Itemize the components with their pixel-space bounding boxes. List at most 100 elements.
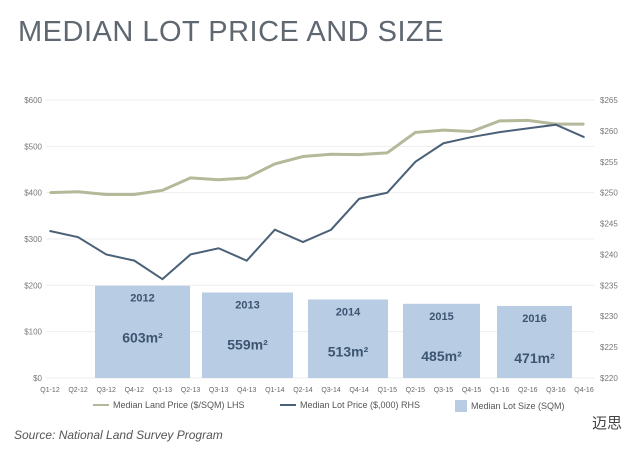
x-tick-label: Q4-12 <box>125 387 145 394</box>
data-point <box>330 228 332 231</box>
data-point <box>358 153 360 156</box>
data-point <box>77 236 79 238</box>
data-point <box>105 193 108 196</box>
data-point <box>274 163 276 165</box>
legend-label: Median Lot Price ($,000) RHS <box>300 400 421 410</box>
bar-year-label: 2012 <box>130 293 154 305</box>
data-point <box>555 123 557 126</box>
data-point <box>498 120 501 122</box>
left-tick-label: $300 <box>24 235 42 244</box>
left-tick-label: $600 <box>24 96 42 105</box>
data-point <box>133 259 136 262</box>
brand-logo: 迈思 <box>592 415 623 432</box>
legend-swatch <box>280 404 296 406</box>
right-tick-label: $220 <box>600 374 618 383</box>
bar-value-label: 603m² <box>122 330 163 346</box>
left-tick-label: $100 <box>24 328 42 337</box>
data-point <box>442 142 445 145</box>
data-point <box>245 259 248 262</box>
data-point <box>358 198 360 200</box>
data-point <box>470 130 473 133</box>
left-tick-label: $400 <box>24 189 42 198</box>
bar-2013 <box>202 292 293 378</box>
data-point <box>161 189 164 192</box>
data-point <box>583 123 585 125</box>
right-tick-label: $240 <box>600 250 618 259</box>
data-point <box>330 153 332 156</box>
data-point <box>470 136 473 138</box>
data-point <box>583 136 585 138</box>
data-point <box>302 155 304 158</box>
legend-swatch <box>455 400 467 412</box>
data-point <box>245 177 248 179</box>
bar-year-label: 2015 <box>429 311 453 323</box>
x-tick-label: Q4-13 <box>237 387 257 394</box>
x-tick-label: Q2-12 <box>68 387 88 394</box>
data-point <box>105 253 108 256</box>
legend-label: Median Lot Size (SQM) <box>471 401 565 411</box>
x-tick-label: Q3-14 <box>321 387 341 394</box>
bar-2014 <box>308 299 388 378</box>
data-point <box>498 131 501 133</box>
x-tick-label: Q3-15 <box>434 387 454 394</box>
data-point <box>189 253 192 256</box>
series-line-lot-price <box>49 123 585 281</box>
data-point <box>442 129 445 131</box>
data-point <box>217 178 220 181</box>
legend-land-price: Median Land Price ($/SQM) LHS <box>93 400 245 410</box>
right-tick-label: $265 <box>600 96 618 105</box>
bar-year-label: 2014 <box>336 307 361 319</box>
right-tick-label: $230 <box>600 312 618 321</box>
data-point <box>49 191 51 194</box>
data-point <box>217 247 220 250</box>
legend-label: Median Land Price ($/SQM) LHS <box>113 400 245 410</box>
right-tick-label: $250 <box>600 189 618 198</box>
bar-year-label: 2013 <box>235 299 259 311</box>
legend-lot-price: Median Lot Price ($,000) RHS <box>280 400 420 410</box>
x-tick-label: Q4-15 <box>462 387 482 394</box>
bar-2012 <box>95 285 190 378</box>
x-tick-label: Q1-14 <box>265 387 285 394</box>
x-tick-label: Q4-16 <box>574 387 594 394</box>
data-point <box>274 228 276 231</box>
x-tick-label: Q4-14 <box>349 387 369 394</box>
x-tick-label: Q1-15 <box>378 387 398 394</box>
data-point <box>386 152 389 154</box>
right-tick-label: $225 <box>600 343 618 352</box>
x-tick-label: Q2-16 <box>518 387 538 394</box>
right-tick-label: $245 <box>600 220 618 229</box>
x-tick-label: Q1-13 <box>153 387 173 394</box>
bar-2015 <box>403 303 480 378</box>
x-tick-label: Q3-16 <box>546 387 566 394</box>
data-point <box>49 230 51 232</box>
left-tick-label: $0 <box>33 374 42 383</box>
bar-value-label: 471m² <box>514 350 555 366</box>
data-point <box>414 160 417 163</box>
legend-lot-size: Median Lot Size (SQM) <box>455 400 565 412</box>
source-note: Source: National Land Survey Program <box>14 428 223 442</box>
data-point <box>302 241 304 243</box>
data-point <box>189 177 192 179</box>
chart-title: MEDIAN LOT PRICE AND SIZE <box>18 16 445 48</box>
x-tick-label: Q3-13 <box>209 387 229 394</box>
data-point <box>77 190 79 193</box>
right-tick-label: $235 <box>600 281 618 290</box>
left-tick-label: $200 <box>24 281 42 290</box>
x-tick-label: Q2-13 <box>181 387 201 394</box>
series-line-land-price <box>49 118 584 197</box>
data-point <box>161 278 164 280</box>
bar-value-label: 485m² <box>421 348 462 364</box>
legend-swatch <box>93 404 109 406</box>
data-point <box>526 127 529 130</box>
bar-year-label: 2016 <box>522 313 546 325</box>
right-tick-label: $260 <box>600 127 618 136</box>
bar-value-label: 513m² <box>328 344 369 360</box>
x-tick-label: Q2-14 <box>293 387 313 394</box>
bar-value-label: 559m² <box>227 336 268 352</box>
bar-2016 <box>497 305 572 378</box>
data-point <box>414 131 417 134</box>
left-tick-label: $500 <box>24 142 42 151</box>
x-tick-label: Q2-15 <box>406 387 426 394</box>
x-tick-label: Q1-16 <box>490 387 510 394</box>
